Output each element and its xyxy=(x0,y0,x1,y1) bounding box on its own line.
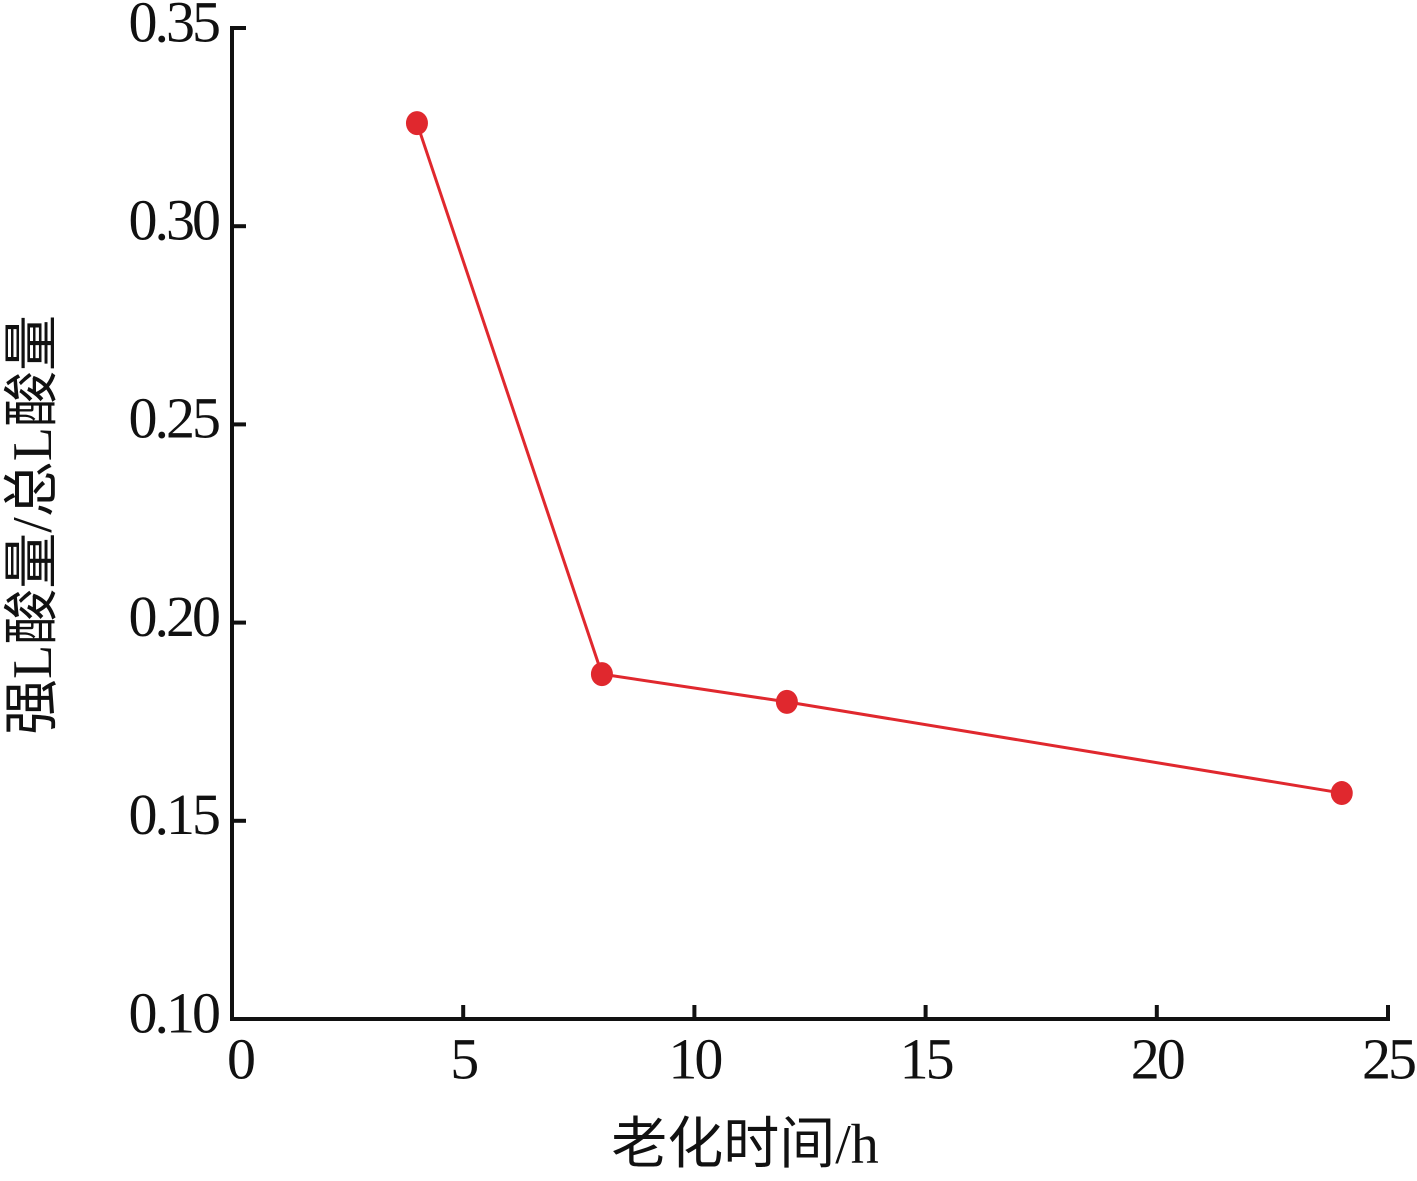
x-axis-label: 老化时间/h xyxy=(611,1114,879,1176)
x-tick-label: 15 xyxy=(900,1026,953,1091)
y-tick-label: 0.35 xyxy=(129,0,220,54)
x-tick-label: 10 xyxy=(668,1026,721,1091)
data-point xyxy=(590,662,613,687)
x-tick-label: 25 xyxy=(1362,1026,1415,1091)
y-tick-label: 0.30 xyxy=(129,188,220,253)
y-tick-label: 0.20 xyxy=(129,584,220,649)
y-tick-label: 0.15 xyxy=(129,782,220,847)
y-tick-label: 0.10 xyxy=(129,980,220,1045)
y-tick-label: 0.25 xyxy=(129,386,220,451)
data-point xyxy=(775,689,798,714)
x-tick-label: 5 xyxy=(450,1026,477,1091)
x-tick-label: 20 xyxy=(1131,1026,1184,1091)
data-line xyxy=(415,122,1343,795)
y-axis-label: 强L酸量/总L酸量 xyxy=(2,315,64,735)
x-tick-label: 0 xyxy=(227,1026,254,1091)
data-point xyxy=(405,111,428,136)
data-point xyxy=(1330,781,1353,806)
